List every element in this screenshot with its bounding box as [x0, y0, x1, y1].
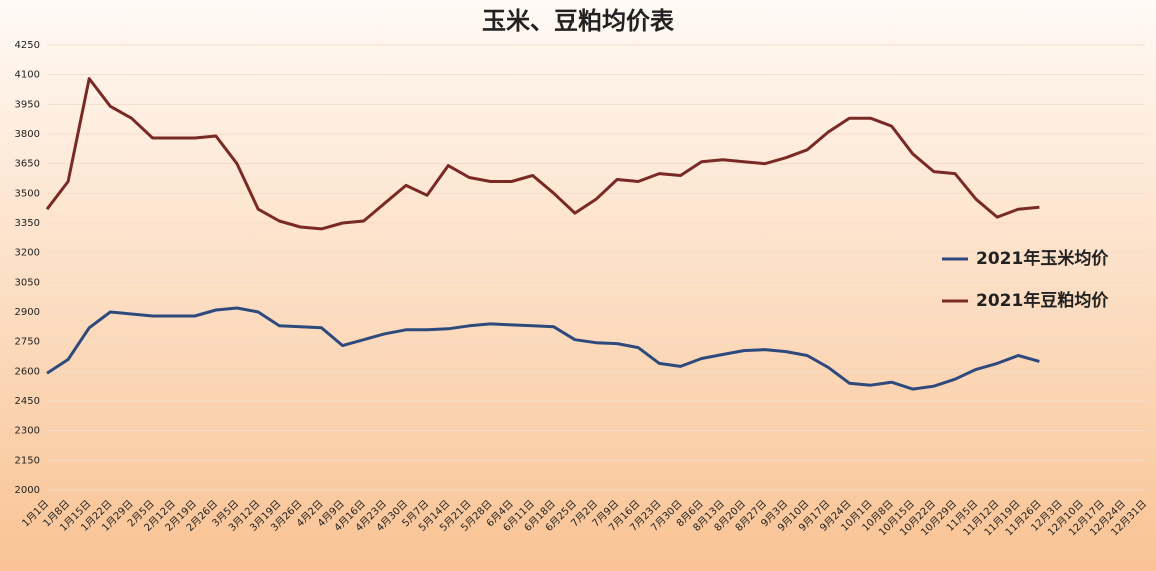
y-tick-label: 3350	[15, 218, 40, 229]
legend-label: 2021年玉米均价	[976, 248, 1109, 269]
y-tick-label: 3500	[15, 188, 40, 199]
y-tick-label: 2600	[15, 366, 40, 377]
y-tick-label: 3800	[15, 129, 40, 140]
y-tick-label: 3200	[15, 248, 40, 259]
y-tick-label: 4100	[15, 70, 40, 81]
y-tick-label: 3050	[15, 277, 40, 288]
chart-title: 玉米、豆粕均价表	[482, 7, 675, 35]
y-tick-label: 2750	[15, 337, 40, 348]
y-tick-label: 4250	[15, 40, 40, 51]
line-series	[45, 77, 1040, 231]
y-tick-label: 2000	[15, 485, 40, 496]
y-tick-label: 2300	[15, 426, 40, 437]
y-tick-label: 3650	[15, 159, 40, 170]
y-tick-label: 2450	[15, 396, 40, 407]
y-tick-label: 2150	[15, 455, 40, 466]
y-tick-label: 2900	[15, 307, 40, 318]
y-tick-label: 3950	[15, 99, 40, 110]
line-series	[46, 306, 1040, 391]
legend-label: 2021年豆粕均价	[976, 290, 1109, 311]
